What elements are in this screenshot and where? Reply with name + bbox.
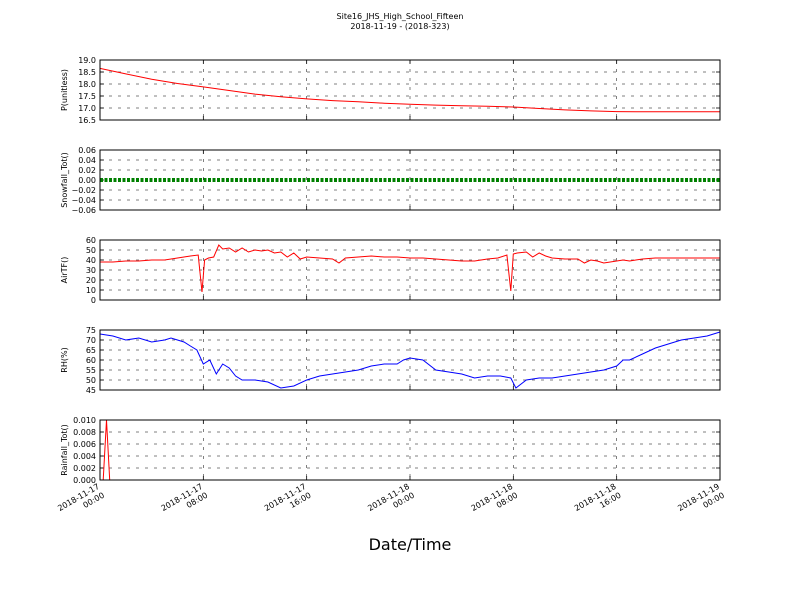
x-axis: 2018-11-1700:00 2018-11-1708:00 2018-11-17… [56, 482, 726, 522]
panel-frame [99, 329, 721, 391]
y-tick-label: 0.002 [73, 464, 96, 473]
y-tick-label: −0.06 [71, 206, 96, 215]
x-tick-label: 2018-11-1708:00 [160, 482, 210, 522]
panels: 16.5 17.0 17.5 18.0 18.5 19.0 P(unitless) −0.06… [60, 56, 721, 485]
y-axis-label: RH(%) [60, 347, 69, 372]
panel-frame [99, 59, 721, 121]
y-tick-label: 0.02 [78, 166, 96, 175]
panel-frame [99, 239, 721, 301]
y-axis-label: P(unitless) [60, 69, 69, 111]
panel-1: 16.5 17.0 17.5 18.0 18.5 19.0 P(unitless) [60, 56, 721, 125]
y-tick-label: 65 [86, 346, 96, 355]
figure-title: Site16_JHS_High_School_Fifteen [337, 12, 464, 21]
y-tick-label: 0.000 [73, 476, 96, 485]
y-axis-label: Snowfall_Tot() [60, 152, 69, 208]
y-tick-label: 45 [86, 386, 96, 395]
panel-2: −0.06−0.04−0.020.000.020.040.06 Snowfall_… [60, 146, 721, 215]
y-tick-label: 70 [86, 336, 96, 345]
y-tick-label: −0.04 [71, 196, 96, 205]
figure-subtitle: 2018-11-19 - (2018-323) [350, 22, 449, 31]
y-tick-label: 0.010 [73, 416, 96, 425]
x-axis-label: Date/Time [369, 535, 452, 554]
y-tick-label: 40 [86, 256, 96, 265]
y-tick-label: 17.5 [78, 92, 96, 101]
x-tick-label: 2018-11-1800:00 [366, 482, 416, 522]
x-tick-label: 2018-11-1716:00 [263, 482, 313, 522]
series-line [100, 244, 720, 293]
y-tick-label: 19.0 [78, 56, 96, 65]
panel-5: 0.000 0.002 0.004 0.006 0.008 0.010 Rainfall_T… [60, 416, 721, 485]
y-tick-label: 16.5 [78, 116, 96, 125]
y-tick-label: 50 [86, 376, 96, 385]
y-tick-label: 30 [86, 266, 96, 275]
panel-frame [99, 419, 721, 481]
y-tick-label: 50 [86, 246, 96, 255]
series-line [99, 67, 720, 113]
y-tick-label: 10 [86, 286, 96, 295]
y-axis-label: AirTF() [60, 257, 69, 284]
y-tick-label: 0.004 [73, 452, 96, 461]
y-tick-label: 55 [86, 366, 96, 375]
x-tick-label: 2018-11-1900:00 [676, 482, 726, 522]
y-tick-label: 0 [91, 296, 96, 305]
y-tick-label: 20 [86, 276, 96, 285]
series-line [99, 331, 721, 389]
y-tick-label: 60 [86, 356, 96, 365]
y-tick-label: 0.04 [78, 156, 96, 165]
y-tick-label: −0.02 [71, 186, 96, 195]
y-tick-label: 0.06 [78, 146, 96, 155]
y-tick-label: 18.0 [78, 80, 96, 89]
y-tick-label: 75 [86, 326, 96, 335]
y-tick-label: 0.008 [73, 428, 96, 437]
y-axis-label: Rainfall_Tot() [60, 424, 69, 476]
panel-frame [99, 149, 721, 211]
x-tick-label: 2018-11-1816:00 [573, 482, 623, 522]
y-tick-label: 17.0 [78, 104, 96, 113]
x-tick-label: 2018-11-1700:00 [56, 482, 106, 522]
y-tick-label: 0.00 [78, 176, 96, 185]
y-tick-label: 18.5 [78, 68, 96, 77]
x-tick-label: 2018-11-1808:00 [470, 482, 520, 522]
y-tick-label: 60 [86, 236, 96, 245]
y-tick-label: 0.006 [73, 440, 96, 449]
